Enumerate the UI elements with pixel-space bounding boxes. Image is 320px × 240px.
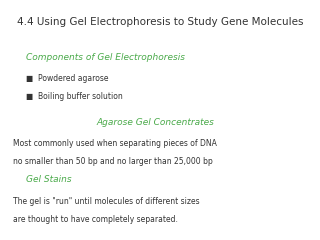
Text: are thought to have completely separated.: are thought to have completely separated… <box>13 215 178 224</box>
Text: Most commonly used when separating pieces of DNA: Most commonly used when separating piece… <box>13 139 217 148</box>
Text: 4.4 Using Gel Electrophoresis to Study Gene Molecules: 4.4 Using Gel Electrophoresis to Study G… <box>17 17 303 27</box>
Text: ■  Powdered agarose: ■ Powdered agarose <box>26 74 108 84</box>
Text: Components of Gel Electrophoresis: Components of Gel Electrophoresis <box>26 53 185 62</box>
Text: The gel is "run" until molecules of different sizes: The gel is "run" until molecules of diff… <box>13 197 199 206</box>
Text: ■  Boiling buffer solution: ■ Boiling buffer solution <box>26 92 122 101</box>
Text: Gel Stains: Gel Stains <box>26 175 71 184</box>
Text: Agarose Gel Concentrates: Agarose Gel Concentrates <box>96 118 214 127</box>
Text: no smaller than 50 bp and no larger than 25,000 bp: no smaller than 50 bp and no larger than… <box>13 157 212 166</box>
